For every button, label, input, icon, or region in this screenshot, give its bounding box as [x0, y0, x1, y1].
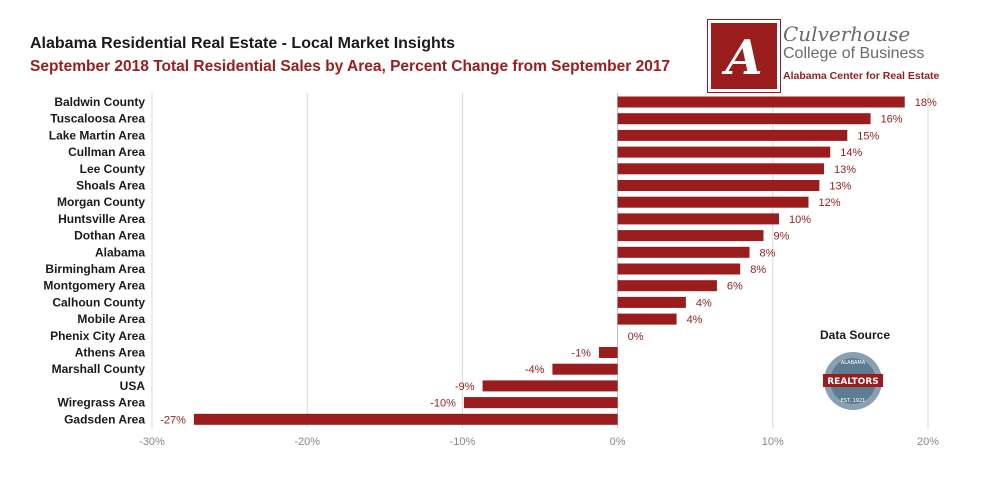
bar — [193, 413, 618, 425]
university-logo: A — [708, 20, 780, 92]
bar — [482, 380, 618, 392]
category-label: Cullman Area — [68, 145, 145, 159]
script-a-icon: A — [721, 30, 762, 86]
x-tick-label: -10% — [450, 436, 476, 448]
bar — [617, 280, 717, 292]
data-label: 14% — [840, 147, 862, 159]
seal-banner — [823, 374, 883, 387]
logo-letter: A — [721, 30, 762, 86]
chart-subtitle: September 2018 Total Residential Sales b… — [30, 58, 671, 75]
data-label: -9% — [455, 381, 475, 393]
data-label: 16% — [881, 114, 903, 126]
chart-title: Alabama Residential Real Estate - Local … — [30, 35, 456, 52]
data-label: 13% — [834, 164, 856, 176]
category-label: Morgan County — [57, 195, 145, 209]
bar — [617, 146, 831, 158]
data-label: 12% — [818, 197, 840, 209]
category-label: Gadsden Area — [64, 412, 145, 426]
bar — [617, 246, 750, 258]
data-label: 15% — [857, 130, 879, 142]
bar — [463, 397, 618, 409]
category-label: Phenix City Area — [50, 329, 145, 343]
category-label: Huntsville Area — [58, 212, 145, 226]
data-label: -10% — [430, 398, 456, 410]
realtors-seal-icon: ALABAMA REALTORS EST. 1921 — [823, 352, 883, 410]
category-label: Marshall County — [52, 362, 146, 376]
category-label: Alabama — [95, 245, 145, 259]
seal-text: REALTORS — [827, 377, 879, 387]
bar — [617, 213, 780, 225]
brand-name: Culverhouse — [783, 22, 911, 46]
bar — [598, 347, 618, 358]
bar — [617, 313, 677, 325]
data-label: 8% — [750, 264, 766, 276]
x-tick-label: 0% — [610, 436, 626, 448]
category-label: Calhoun County — [52, 295, 145, 309]
bar — [617, 196, 809, 208]
data-label: -27% — [160, 414, 186, 426]
bar — [617, 263, 741, 275]
x-tick-label: 10% — [762, 436, 784, 448]
bar — [617, 96, 905, 108]
seal-bottom-text: EST. 1921 — [841, 398, 866, 404]
data-label: 9% — [773, 231, 789, 243]
category-label: Wiregrass Area — [58, 396, 146, 410]
seal-top-text: ALABAMA — [841, 360, 866, 366]
category-label: Shoals Area — [76, 179, 145, 193]
x-tick-label: -20% — [294, 436, 320, 448]
x-tick-label: -30% — [139, 436, 165, 448]
data-label: 4% — [687, 314, 703, 326]
category-label: Lee County — [80, 162, 146, 176]
category-label: Montgomery Area — [43, 279, 145, 293]
data-label: 13% — [829, 181, 851, 193]
category-label: Lake Martin Area — [49, 128, 146, 142]
bar — [617, 180, 820, 191]
bar — [617, 230, 764, 242]
data-label: 0% — [628, 331, 644, 343]
category-label: Athens Area — [75, 346, 146, 360]
category-label: Dothan Area — [74, 229, 145, 243]
x-tick-label: 20% — [917, 436, 939, 448]
category-label: Birmingham Area — [45, 262, 145, 276]
bar — [617, 163, 825, 175]
bar — [617, 296, 686, 308]
brand-subname: College of Business — [783, 45, 925, 62]
category-label: USA — [120, 379, 146, 393]
data-label: -1% — [571, 348, 591, 360]
bar — [552, 363, 618, 375]
brand-center: Alabama Center for Real Estate — [783, 70, 940, 82]
data-label: 10% — [789, 214, 811, 226]
category-label: Tuscaloosa Area — [50, 112, 145, 126]
category-label: Mobile Area — [77, 312, 145, 326]
data-source-label: Data Source — [820, 328, 891, 342]
bar — [617, 129, 848, 141]
category-label: Baldwin County — [54, 95, 145, 109]
data-label: -4% — [525, 364, 545, 376]
data-label: 6% — [727, 281, 743, 293]
data-label: 8% — [760, 247, 776, 259]
data-label: 18% — [915, 97, 937, 109]
data-label: 4% — [696, 297, 712, 309]
bar — [617, 113, 871, 125]
